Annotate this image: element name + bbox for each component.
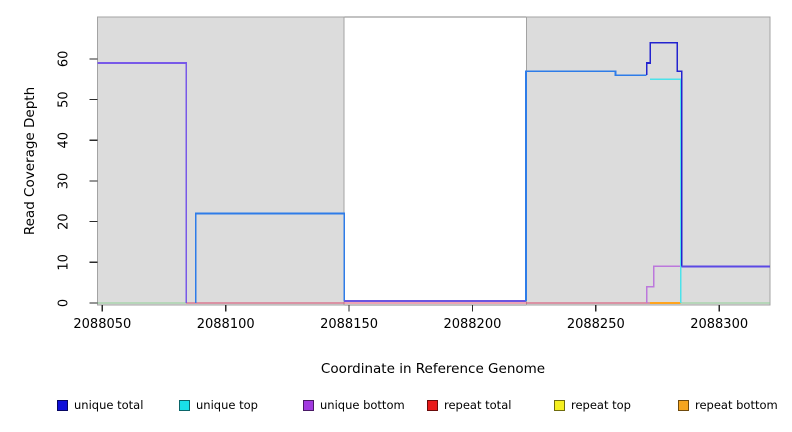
legend-label: repeat total bbox=[444, 398, 512, 412]
legend: unique total unique top unique bottom re… bbox=[0, 398, 792, 416]
x-tick-label: 2088300 bbox=[690, 317, 748, 332]
legend-swatch-unique-top-icon bbox=[179, 399, 190, 411]
legend-label: unique top bbox=[196, 398, 258, 412]
legend-item-repeat-total: repeat total bbox=[427, 398, 511, 412]
legend-label: unique bottom bbox=[320, 398, 405, 412]
series-line-unique-total-57 bbox=[525, 70, 647, 301]
x-tick-label: 2088050 bbox=[73, 317, 131, 332]
legend-swatch-unique-bottom-icon bbox=[303, 399, 314, 411]
x-tick-label: 2088250 bbox=[567, 317, 625, 332]
legend-swatch-unique-total-icon bbox=[57, 399, 68, 411]
masked-region bbox=[96, 16, 345, 306]
legend-label: repeat top bbox=[571, 398, 631, 412]
x-tick-label: 2088100 bbox=[197, 317, 255, 332]
y-axis-title: Read Coverage Depth bbox=[22, 86, 38, 236]
legend-swatch-repeat-bottom-icon bbox=[678, 399, 689, 411]
x-tick-label: 2088200 bbox=[443, 317, 501, 332]
x-axis-title: Coordinate in Reference Genome bbox=[320, 361, 546, 377]
y-tick-label: 0 bbox=[57, 299, 72, 307]
legend-item-unique-total: unique total bbox=[57, 398, 143, 412]
legend-item-repeat-bottom: repeat bottom bbox=[678, 398, 778, 412]
legend-item-repeat-top: repeat top bbox=[554, 398, 631, 412]
masked-region bbox=[526, 16, 771, 306]
y-tick-label: 40 bbox=[57, 132, 72, 149]
legend-swatch-repeat-total-icon bbox=[427, 399, 438, 411]
legend-swatch-repeat-top-icon bbox=[554, 399, 565, 411]
series-line-unique-total-spike bbox=[645, 41, 683, 267]
legend-label: repeat bottom bbox=[695, 398, 778, 412]
y-tick-label: 10 bbox=[57, 254, 72, 271]
y-tick-label: 30 bbox=[57, 173, 72, 190]
series-line-unique-total-59 bbox=[97, 62, 188, 303]
y-tick-label: 60 bbox=[57, 51, 72, 68]
legend-item-unique-bottom: unique bottom bbox=[303, 398, 405, 412]
y-tick-label: 50 bbox=[57, 91, 72, 108]
y-tick-label: 20 bbox=[57, 213, 72, 230]
series-line-unique-top-cyan bbox=[650, 78, 682, 303]
series-line-unique-total-22 bbox=[194, 212, 345, 303]
legend-item-unique-top: unique top bbox=[179, 398, 258, 412]
legend-label: unique total bbox=[74, 398, 144, 412]
x-tick-label: 2088150 bbox=[320, 317, 378, 332]
